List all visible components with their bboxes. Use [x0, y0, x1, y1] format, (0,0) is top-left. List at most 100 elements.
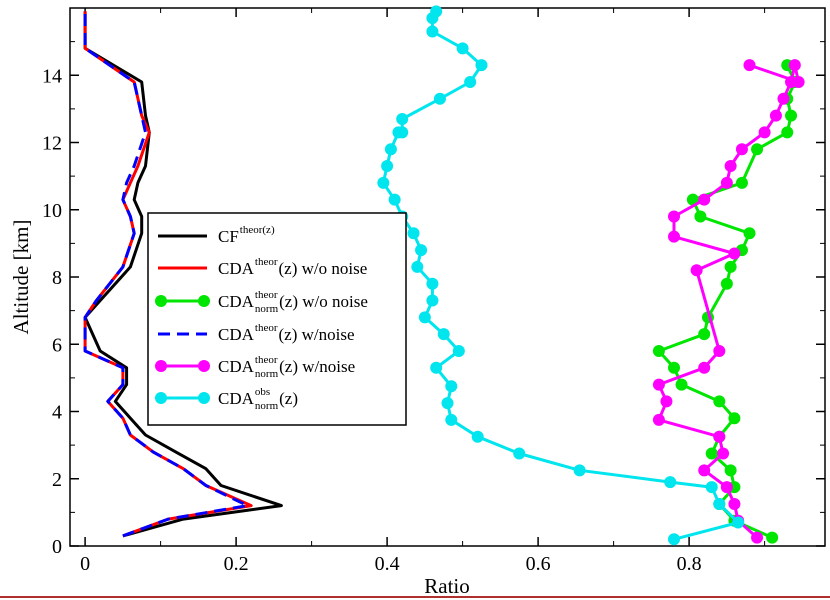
y-tick-label: 12 [42, 133, 62, 155]
y-tick-label: 10 [42, 200, 62, 222]
legend-box [147, 212, 407, 426]
data-point [456, 42, 469, 55]
data-point [652, 344, 665, 357]
data-point [426, 294, 439, 307]
legend-label-sup: theor [255, 354, 278, 366]
data-point [388, 193, 401, 206]
data-point [698, 464, 711, 477]
y-tick-label: 14 [42, 65, 62, 87]
legend-label: CDA [218, 325, 255, 344]
series-5 [377, 5, 745, 546]
y-tick-label: 8 [52, 267, 62, 289]
data-point [698, 193, 711, 206]
data-point [415, 244, 428, 257]
data-point [396, 112, 409, 125]
data-point [743, 227, 756, 240]
data-point [411, 260, 424, 273]
x-tick-label: 0.8 [677, 553, 702, 575]
data-point [573, 464, 586, 477]
y-axis-label: Altitude [km] [9, 220, 33, 335]
data-point [698, 328, 711, 341]
legend-label-tail: (z) w/o noise [279, 292, 368, 311]
data-point [705, 481, 718, 494]
data-point [668, 210, 680, 223]
legend-swatch-marker [198, 392, 210, 404]
data-point [675, 378, 688, 391]
data-point [433, 92, 446, 105]
data-point [751, 143, 764, 156]
data-point [652, 413, 665, 426]
data-point [769, 109, 782, 122]
data-point [430, 361, 443, 374]
data-point [690, 264, 703, 277]
y-tick-label: 2 [52, 469, 62, 491]
data-point [781, 126, 794, 139]
data-point [445, 413, 458, 426]
legend-label: CDA [218, 389, 255, 408]
series-line [381, 10, 740, 541]
data-point [785, 109, 798, 122]
data-point [668, 361, 680, 374]
data-point [513, 447, 526, 460]
y-tick-label: 4 [52, 402, 62, 424]
data-point [735, 176, 748, 189]
data-point [384, 143, 397, 156]
legend-label: CDA [218, 259, 255, 278]
legend-label-tail: (z) w/o noise [279, 259, 368, 278]
data-point [720, 176, 733, 189]
data-point [758, 126, 771, 139]
data-point [396, 126, 409, 139]
x-tick-label: 0.4 [375, 553, 400, 575]
data-point [751, 531, 764, 544]
data-point [732, 516, 745, 529]
data-point [652, 378, 665, 391]
legend-label-tail: (z) w/noise [279, 357, 355, 376]
ticks: 0 0.2 0.4 0.6 0.8 0 2 4 6 8 10 12 14 [42, 8, 825, 575]
data-point [728, 497, 741, 510]
data-point [464, 75, 477, 88]
x-tick-label: 0 [80, 553, 90, 575]
data-point [668, 533, 680, 546]
legend-label-sub: norm [255, 303, 279, 315]
data-point [743, 59, 756, 72]
legend-label-sup: theor [255, 256, 278, 268]
legend-label-sup: theor [255, 289, 278, 301]
legend-label: CDA [218, 292, 255, 311]
data-point [728, 412, 741, 425]
data-point [713, 497, 726, 510]
data-point [777, 92, 790, 105]
data-point [668, 230, 680, 243]
data-point [705, 447, 718, 460]
data-point [713, 395, 726, 408]
series-2 [652, 59, 801, 544]
data-point [788, 59, 801, 72]
x-tick-label: 0.2 [224, 553, 249, 575]
data-point [377, 176, 390, 189]
legend-label-tail: (z) [279, 389, 298, 408]
legend-label-sub: norm [255, 400, 279, 412]
legend-label-sub: norm [255, 368, 279, 380]
data-point [720, 277, 733, 290]
series-layer [83, 5, 805, 546]
data-point [735, 143, 748, 156]
x-tick-label: 0.6 [526, 553, 551, 575]
data-point [441, 397, 454, 410]
legend-label-sup: theor(z) [240, 224, 275, 236]
data-point [660, 395, 673, 408]
data-point [437, 328, 450, 341]
data-point [724, 160, 737, 173]
data-point [724, 464, 737, 477]
y-tick-label: 0 [52, 536, 62, 558]
legend-label-tail: (z) w/noise [279, 325, 355, 344]
legend-label: CDA [218, 357, 255, 376]
data-point [664, 476, 677, 489]
series-line [83, 11, 249, 538]
legend-label: CF [218, 227, 239, 246]
data-point [720, 481, 733, 494]
legend-label-sup: theor [255, 322, 278, 334]
data-point [475, 59, 488, 72]
series-3 [83, 11, 249, 538]
data-point [452, 344, 465, 357]
